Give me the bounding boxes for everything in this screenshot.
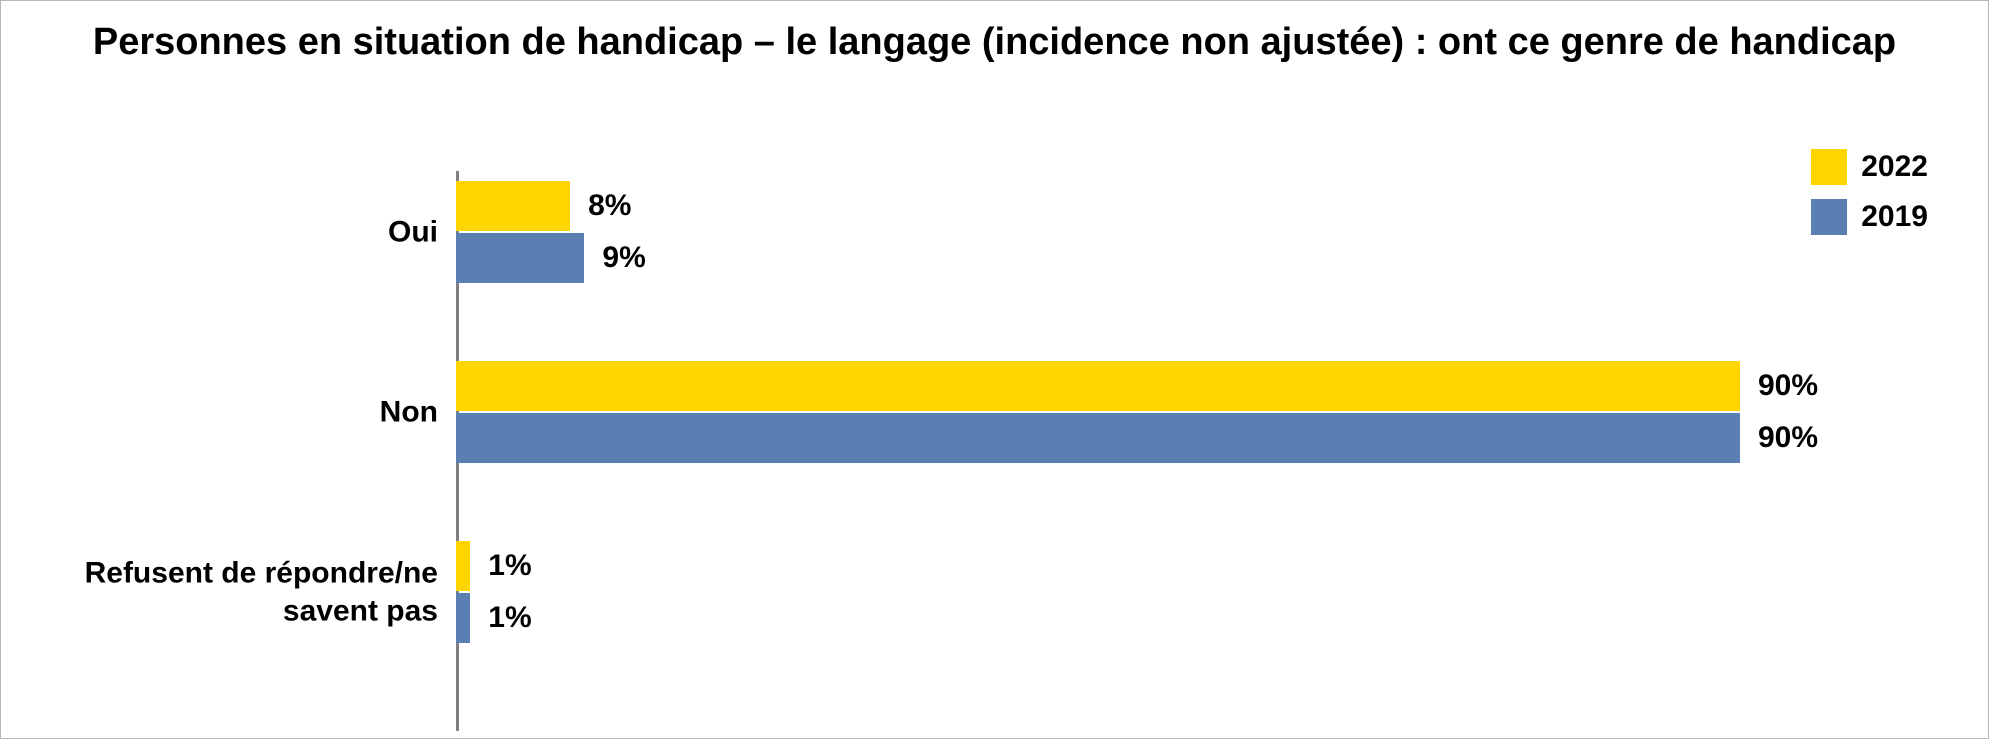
bar: 9% bbox=[456, 233, 584, 283]
bars-wrap: 8%9% bbox=[456, 181, 1988, 283]
category-row: Non90%90% bbox=[1, 361, 1988, 463]
bar-group: 1% bbox=[456, 541, 1988, 591]
bar-data-label: 8% bbox=[570, 189, 631, 223]
bar: 90% bbox=[456, 413, 1740, 463]
bars-wrap: 90%90% bbox=[456, 361, 1988, 463]
chart-title: Personnes en situation de handicap – le … bbox=[1, 1, 1988, 67]
category-label: Refusent de répondre/ne savent pas bbox=[16, 555, 456, 630]
bar-group: 9% bbox=[456, 233, 1988, 283]
category-label: Oui bbox=[388, 213, 456, 251]
bar: 8% bbox=[456, 181, 570, 231]
bar-group: 90% bbox=[456, 413, 1988, 463]
bar-data-label: 1% bbox=[470, 601, 531, 635]
chart-container: Personnes en situation de handicap – le … bbox=[0, 0, 1989, 739]
bar: 1% bbox=[456, 541, 470, 591]
bar-group: 1% bbox=[456, 593, 1988, 643]
category-row: Oui8%9% bbox=[1, 181, 1988, 283]
bar: 1% bbox=[456, 593, 470, 643]
bar: 90% bbox=[456, 361, 1740, 411]
bar-data-label: 90% bbox=[1740, 369, 1818, 403]
bar-data-label: 9% bbox=[584, 241, 645, 275]
bar-data-label: 90% bbox=[1740, 421, 1818, 455]
plot-area: Oui8%9%Non90%90%Refusent de répondre/ne … bbox=[1, 171, 1988, 731]
category-label: Non bbox=[380, 393, 456, 431]
bar-data-label: 1% bbox=[470, 549, 531, 583]
category-row: Refusent de répondre/ne savent pas1%1% bbox=[1, 541, 1988, 643]
bar-group: 90% bbox=[456, 361, 1988, 411]
bars-wrap: 1%1% bbox=[456, 541, 1988, 643]
bar-group: 8% bbox=[456, 181, 1988, 231]
